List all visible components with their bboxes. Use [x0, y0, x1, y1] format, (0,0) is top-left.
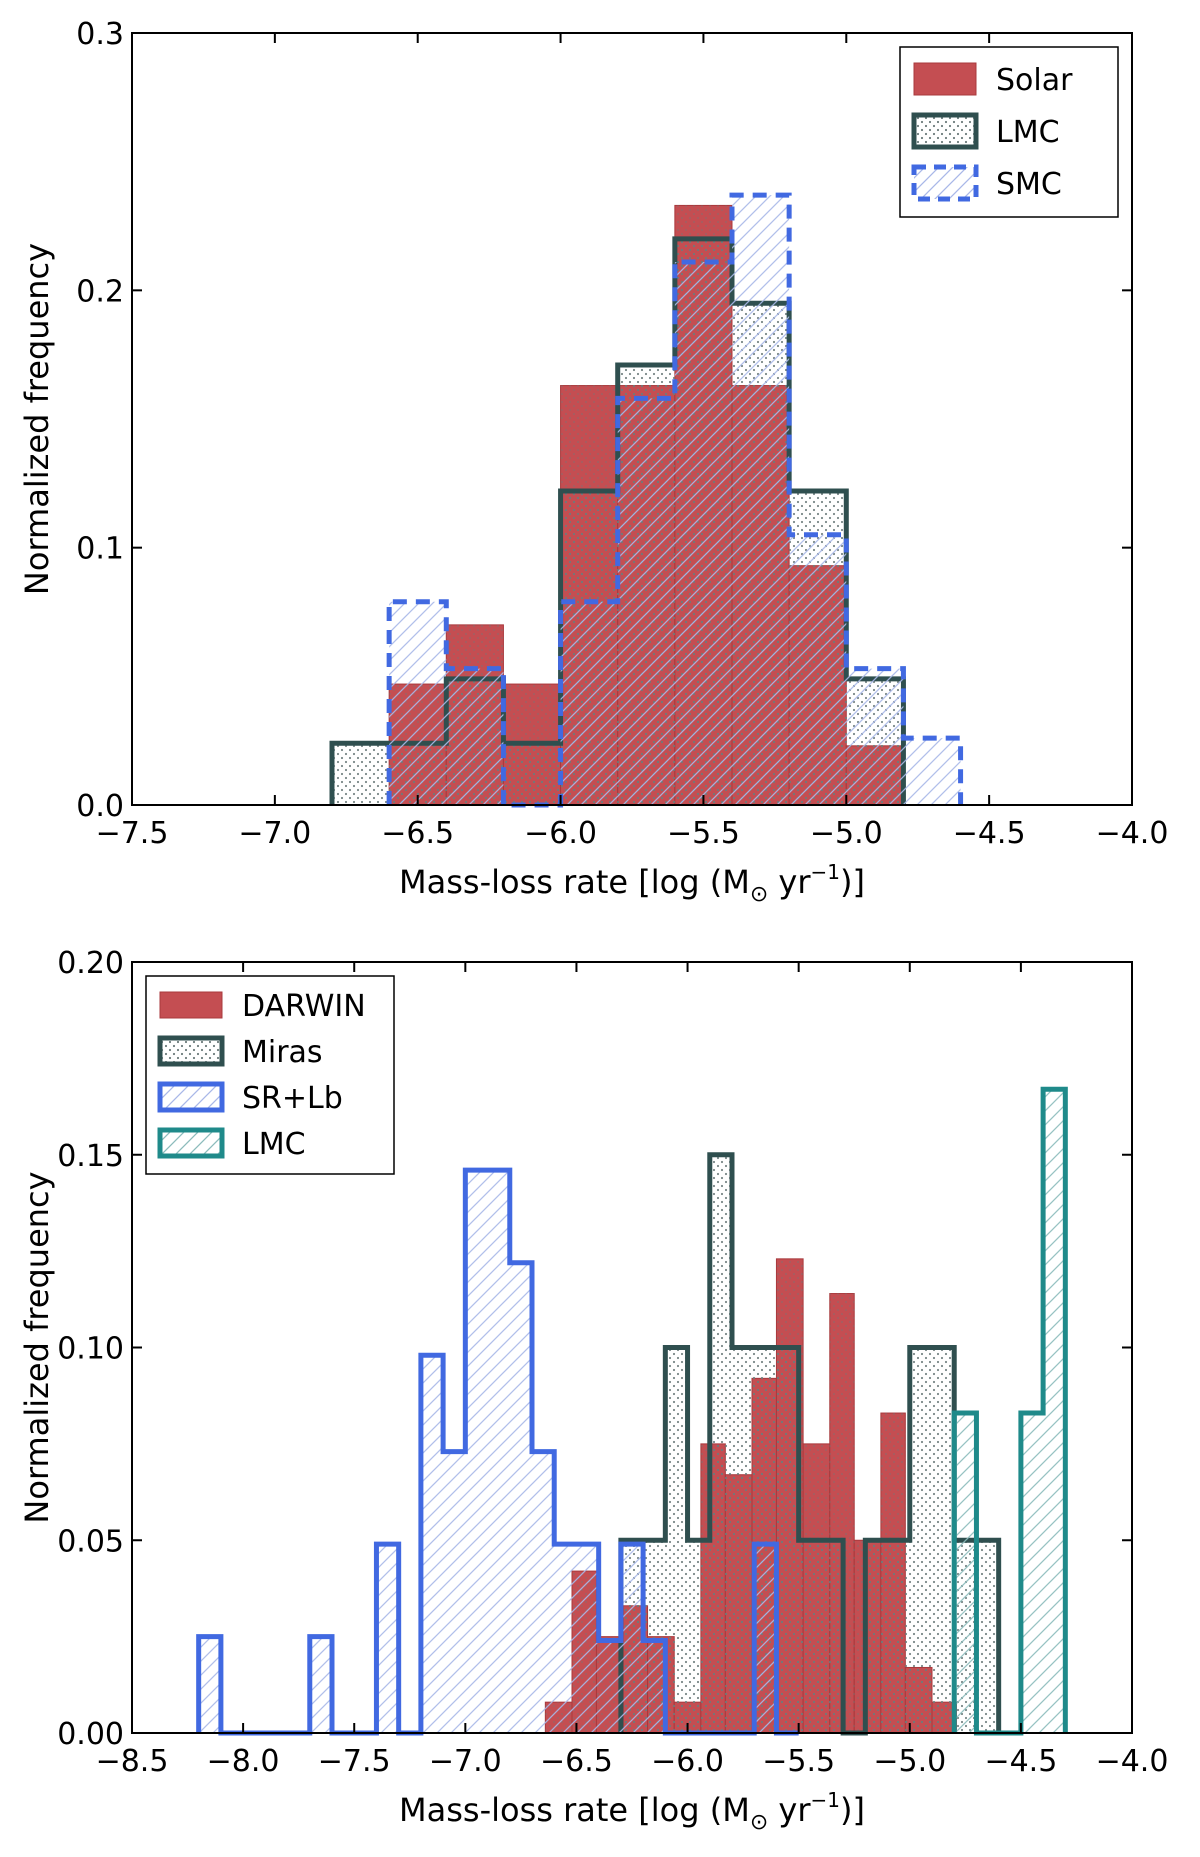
bottom-x-tick-label: −5.0: [873, 1744, 946, 1779]
top-series-smc: [386, 192, 964, 808]
bottom-x-tick-label: −7.0: [429, 1744, 502, 1779]
bottom-legend-swatch-darwin: [159, 991, 223, 1019]
bottom-x-tick-label: −6.0: [651, 1744, 724, 1779]
bottom-legend: DARWIN Miras SR+Lb LMC: [145, 975, 395, 1175]
bottom-x-tick-label: −8.0: [207, 1744, 280, 1779]
bottom-legend-swatch-miras: [157, 1035, 225, 1067]
bottom-miras-step-line: [618, 1152, 1002, 1736]
bottom-y-tick-label: 0.20: [57, 946, 124, 981]
bottom-legend-label-miras: Miras: [242, 1035, 323, 1070]
bottom-y-axis-label: Normalized frequency: [18, 1171, 56, 1523]
bottom-y-tick-label: 0.15: [57, 1139, 124, 1174]
top-plot-area: −7.5 −7.0 −6.5 −6.0 −5.5 −5.0 −4.5 −4.0 0.0 0.1 0.…: [76, 17, 1168, 851]
bottom-series-lmc: [951, 1086, 1068, 1736]
top-x-tick-label: −5.0: [810, 816, 883, 851]
top-axes-frame: [131, 32, 1133, 806]
bottom-legend-item-darwin: DARWIN: [159, 989, 366, 1024]
top-legend-swatch-lmc: [911, 112, 979, 150]
bottom-x-axis-label: Mass-loss rate [log (M⊙ yr−1)]: [399, 1788, 865, 1835]
bottom-x-tick-label: −6.5: [540, 1744, 613, 1779]
bottom-legend-label-lmc: LMC: [242, 1127, 306, 1162]
top-legend-label-smc: SMC: [996, 167, 1062, 202]
top-y-tick-label: 0.0: [76, 789, 124, 824]
top-legend-label-solar: Solar: [996, 63, 1073, 98]
bottom-plot-area: −8.5 −8.0 −7.5 −7.0 −6.5 −6.0 −5.5 −5.0 −4.5 −4.0…: [57, 946, 1168, 1779]
top-x-tick-label: −5.5: [667, 816, 740, 851]
top-legend-label-lmc: LMC: [996, 115, 1060, 150]
bottom-legend-swatch-sr-lb: [157, 1081, 225, 1113]
top-ticks: −7.5 −7.0 −6.5 −6.0 −5.5 −5.0 −4.5 −4.0 0.0 0.1 0.…: [76, 17, 1168, 851]
bottom-y-tick-label: 0.00: [57, 1717, 124, 1752]
top-y-tick-label: 0.2: [76, 274, 124, 309]
top-legend-item-solar: Solar: [913, 62, 1073, 98]
bottom-legend-label-sr-lb: SR+Lb: [242, 1081, 343, 1116]
bottom-x-tick-label: −8.5: [96, 1744, 169, 1779]
bottom-legend-swatch-lmc: [157, 1127, 225, 1159]
top-legend-item-smc: SMC: [911, 164, 1062, 202]
bottom-series-miras: [618, 1152, 1002, 1736]
bottom-legend-item-lmc: LMC: [157, 1127, 306, 1162]
top-x-tick-label: −6.5: [381, 816, 454, 851]
top-x-tick-label: −4.0: [1096, 816, 1169, 851]
top-x-tick-label: −6.0: [524, 816, 597, 851]
bottom-sr-lb-fill: [198, 1170, 799, 1733]
bottom-lmc-fill: [954, 1089, 1066, 1733]
top-smc-step-line: [386, 192, 964, 808]
bottom-miras-fill: [620, 1154, 999, 1733]
top-histogram-panel: −7.5 −7.0 −6.5 −6.0 −5.5 −5.0 −4.5 −4.0 0.0 0.1 0.…: [18, 17, 1168, 907]
bottom-y-tick-label: 0.10: [57, 1332, 124, 1367]
top-x-tick-label: −7.5: [96, 816, 169, 851]
bottom-legend-label-darwin: DARWIN: [242, 989, 366, 1024]
bottom-x-tick-label: −4.5: [984, 1744, 1057, 1779]
bottom-ticks: −8.5 −8.0 −7.5 −7.0 −6.5 −6.0 −5.5 −5.0 −4.5 −4.0…: [57, 946, 1168, 1779]
top-x-axis-label: Mass-loss rate [log (M⊙ yr−1)]: [399, 860, 865, 907]
bottom-legend-item-sr-lb: SR+Lb: [157, 1081, 343, 1116]
bottom-x-tick-label: −5.5: [762, 1744, 835, 1779]
bottom-x-tick-label: −7.5: [318, 1744, 391, 1779]
top-y-tick-label: 0.1: [76, 532, 124, 567]
bottom-x-tick-label: −4.0: [1096, 1744, 1169, 1779]
top-smc-fill: [389, 195, 961, 805]
top-y-tick-label: 0.3: [76, 17, 124, 52]
top-x-tick-label: −7.0: [238, 816, 311, 851]
bottom-histogram-panel: −8.5 −8.0 −7.5 −7.0 −6.5 −6.0 −5.5 −5.0 −4.5 −4.0…: [18, 946, 1168, 1835]
top-x-tick-label: −4.5: [953, 816, 1026, 851]
top-legend-item-lmc: LMC: [911, 112, 1060, 150]
top-legend-swatch-smc: [911, 164, 979, 202]
bottom-legend-item-miras: Miras: [157, 1035, 323, 1070]
top-legend-swatch-solar: [913, 62, 977, 96]
top-legend: Solar LMC SMC: [899, 46, 1119, 218]
top-y-axis-label: Normalized frequency: [18, 243, 56, 595]
bottom-y-tick-label: 0.05: [57, 1524, 124, 1559]
